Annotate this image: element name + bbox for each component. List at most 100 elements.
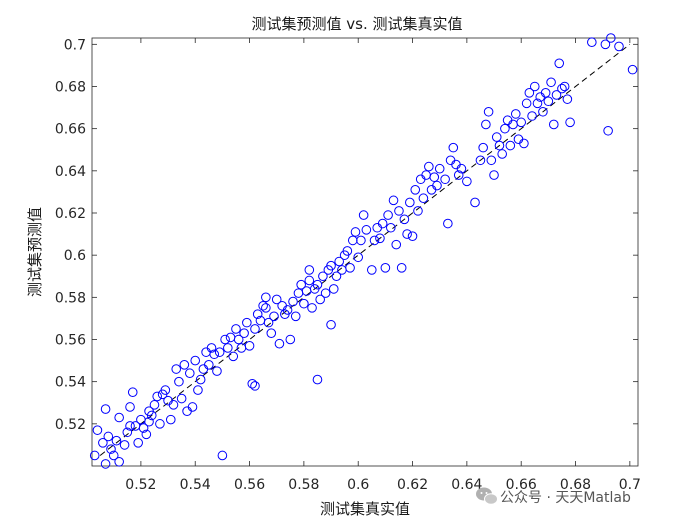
data-point	[418, 193, 429, 204]
data-point	[440, 174, 450, 185]
watermark-text: 公众号 · 天天Matlab	[500, 490, 631, 506]
data-point	[266, 328, 277, 338]
data-point	[627, 64, 638, 75]
x-tick-label: 0.58	[288, 477, 319, 493]
data-point	[220, 334, 230, 345]
x-tick-label: 0.56	[234, 477, 265, 493]
data-point	[366, 265, 377, 275]
data-point	[304, 265, 315, 275]
data-point	[263, 317, 274, 328]
data-point	[288, 296, 298, 307]
data-point	[491, 132, 502, 142]
data-point	[100, 459, 111, 469]
data-point	[214, 347, 225, 357]
data-point	[269, 311, 279, 322]
x-tick-label: 0.66	[506, 477, 537, 493]
data-point	[399, 214, 410, 225]
data-point	[184, 368, 195, 379]
data-point	[396, 263, 407, 273]
data-point	[144, 416, 154, 427]
y-tick-label: 0.64	[55, 164, 86, 180]
data-point	[486, 155, 497, 166]
data-point	[500, 123, 510, 134]
x-tick-label: 0.7	[619, 477, 641, 493]
data-point	[345, 263, 355, 273]
axes-box	[91, 37, 639, 467]
data-point	[320, 288, 331, 298]
data-point	[318, 271, 328, 282]
plot-area: 0.52 0.54 0.56 0.58 0.6 0.62 0.64 0.66 0.68 0.7 0…	[55, 33, 641, 493]
data-point	[187, 402, 198, 412]
data-point	[388, 195, 399, 206]
data-point	[380, 263, 391, 273]
data-point	[587, 37, 597, 48]
data-point	[557, 83, 567, 94]
data-point	[304, 275, 315, 286]
data-point	[247, 378, 258, 389]
data-point	[453, 170, 464, 180]
data-point	[606, 33, 616, 43]
data-point	[510, 109, 521, 119]
data-point	[494, 140, 505, 151]
data-point	[532, 98, 543, 109]
wechat-icon	[476, 487, 498, 505]
data-point	[122, 427, 133, 438]
data-point	[516, 117, 526, 128]
data-point	[505, 140, 516, 151]
chart-title: 测试集预测值 vs. 测试集真实值	[252, 15, 463, 33]
data-point	[193, 385, 203, 395]
data-point	[206, 343, 217, 353]
data-point	[106, 444, 116, 454]
watermark: 公众号 · 天天Matlab	[476, 487, 631, 506]
data-point	[543, 96, 554, 107]
y-tick-label: 0.58	[55, 290, 86, 306]
data-point	[223, 343, 233, 353]
data-point	[274, 338, 285, 349]
data-point	[527, 111, 537, 121]
data-point	[146, 410, 157, 421]
data-point	[538, 106, 548, 117]
data-point	[149, 400, 160, 410]
data-point	[312, 279, 323, 290]
data-point	[125, 421, 135, 431]
data-point	[190, 355, 201, 366]
data-point	[369, 235, 380, 246]
y-tick-label: 0.68	[55, 79, 86, 95]
x-tick-label: 0.62	[397, 477, 428, 493]
data-point	[405, 197, 415, 208]
data-point	[328, 284, 339, 294]
x-tick-label: 0.64	[451, 477, 482, 493]
data-point	[217, 450, 228, 461]
data-point	[391, 239, 402, 250]
data-point	[424, 161, 434, 172]
x-axis-ticks: 0.52 0.54 0.56 0.58 0.6 0.62 0.64 0.66 0.68 0.7	[125, 38, 641, 493]
data-point	[394, 206, 404, 216]
y-axis-ticks: 0.52 0.54 0.56 0.58 0.6 0.62 0.64 0.66 0.68 0.7	[55, 37, 638, 433]
data-point	[114, 456, 124, 467]
data-point	[326, 319, 336, 330]
data-point	[413, 206, 423, 216]
data-point	[168, 400, 179, 410]
data-point	[546, 77, 556, 88]
x-tick-label: 0.68	[560, 477, 591, 493]
data-point	[407, 231, 418, 241]
data-point	[152, 391, 162, 402]
data-point	[434, 163, 445, 174]
data-point	[331, 271, 342, 282]
x-tick-label: 0.54	[180, 477, 211, 493]
data-point	[565, 117, 575, 128]
y-tick-label: 0.52	[55, 417, 86, 433]
y-tick-label: 0.66	[55, 122, 86, 138]
x-axis-label: 测试集真实值	[320, 500, 410, 518]
data-point	[212, 366, 222, 376]
data-point	[165, 414, 176, 425]
data-point	[429, 172, 440, 182]
x-tick-label: 0.52	[125, 477, 156, 493]
data-point	[285, 334, 296, 345]
data-point	[562, 94, 573, 104]
data-point	[386, 222, 396, 233]
data-point	[233, 334, 244, 345]
data-point	[375, 233, 385, 244]
data-point	[250, 324, 260, 334]
y-tick-label: 0.62	[55, 206, 86, 222]
